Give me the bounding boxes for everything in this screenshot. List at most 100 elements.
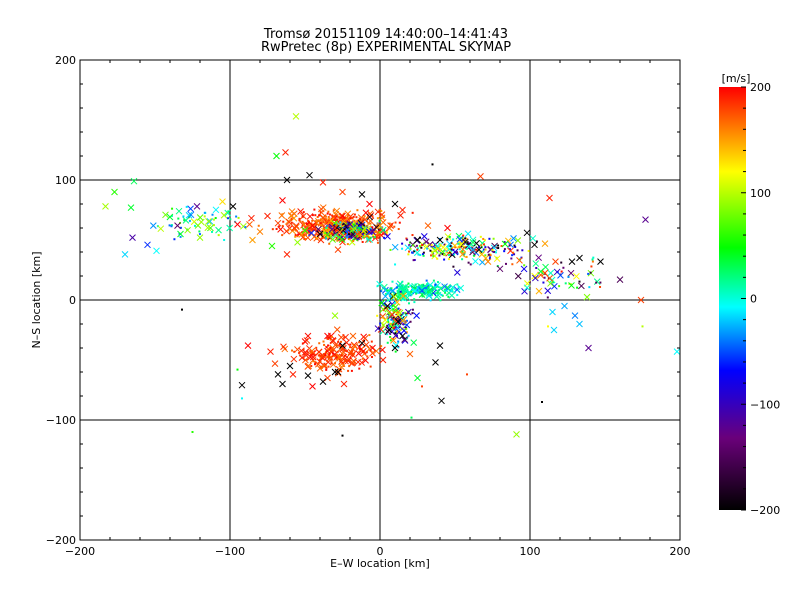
point-dot — [402, 327, 405, 330]
point-x-marker — [439, 243, 447, 251]
point-dot — [556, 271, 559, 274]
marker-stroke — [347, 213, 354, 220]
colorbar-tick-label: −200 — [750, 504, 780, 517]
point-x-marker — [334, 246, 342, 253]
marker-stroke — [149, 222, 157, 229]
point-x-marker — [583, 293, 591, 301]
point-dot — [390, 318, 393, 321]
marker-stroke — [346, 221, 354, 228]
point-dot — [370, 340, 373, 343]
point-dot — [362, 230, 365, 233]
marker-stroke — [304, 372, 312, 379]
point-x-marker — [378, 211, 386, 218]
point-dot — [183, 219, 186, 222]
marker-stroke — [206, 218, 214, 225]
point-x-marker — [507, 247, 514, 255]
point-dot — [429, 249, 432, 252]
point-dot — [567, 275, 570, 278]
marker-stroke — [457, 284, 465, 292]
marker-stroke — [283, 251, 291, 258]
marker-stroke — [391, 243, 399, 251]
point-x-marker — [482, 254, 490, 262]
marker-stroke — [182, 217, 190, 224]
point-x-marker — [282, 149, 289, 156]
point-dot — [415, 287, 418, 290]
point-dot — [489, 254, 492, 257]
point-x-marker — [578, 282, 585, 290]
point-dot — [358, 348, 361, 351]
point-x-marker — [521, 287, 528, 295]
point-x-marker — [226, 224, 233, 232]
marker-stroke — [583, 293, 591, 301]
point-dot — [541, 401, 543, 403]
point-dot — [461, 258, 464, 261]
point-dot — [344, 354, 347, 357]
point-dot — [398, 326, 401, 329]
point-dot — [372, 234, 375, 237]
point-dot — [418, 244, 421, 247]
marker-stroke — [390, 337, 397, 344]
marker-stroke — [448, 292, 456, 299]
marker-stroke — [333, 326, 341, 333]
marker-stroke — [219, 198, 226, 205]
marker-stroke — [403, 321, 411, 329]
point-x-marker — [206, 218, 214, 225]
marker-stroke — [297, 208, 304, 215]
marker-stroke — [279, 380, 286, 388]
point-x-marker — [537, 268, 545, 275]
point-dot — [455, 251, 458, 254]
point-dot — [173, 238, 176, 241]
point-dot — [320, 367, 323, 370]
marker-stroke — [366, 213, 374, 221]
point-dot — [365, 351, 368, 354]
point-dot — [383, 236, 386, 239]
marker-stroke — [541, 240, 549, 247]
marker-stroke — [317, 205, 325, 213]
marker-stroke — [374, 208, 382, 216]
marker-stroke — [547, 269, 555, 277]
point-x-marker — [469, 239, 477, 246]
point-x-marker — [298, 354, 306, 361]
point-dot — [436, 281, 439, 284]
point-dot — [193, 224, 196, 227]
point-x-marker — [354, 230, 361, 238]
marker-stroke — [384, 328, 392, 336]
marker-stroke — [424, 222, 432, 229]
marker-stroke — [521, 287, 528, 295]
point-x-marker — [238, 381, 246, 389]
point-x-marker — [616, 276, 624, 283]
point-dot — [346, 243, 349, 246]
marker-stroke — [378, 211, 386, 218]
point-dot — [346, 236, 349, 239]
marker-stroke — [315, 225, 322, 233]
marker-stroke — [394, 324, 402, 331]
point-dot — [383, 229, 386, 232]
marker-stroke — [280, 343, 287, 351]
point-x-marker — [277, 226, 284, 233]
marker-stroke — [301, 338, 309, 345]
point-dot — [323, 232, 326, 235]
marker-stroke — [309, 353, 317, 361]
point-x-marker — [149, 222, 157, 229]
point-dot — [278, 225, 281, 228]
point-dot — [328, 335, 331, 338]
marker-stroke — [185, 211, 193, 219]
marker-stroke — [349, 351, 356, 359]
point-dot — [319, 355, 322, 358]
point-x-marker — [219, 198, 226, 205]
point-dot — [361, 233, 364, 236]
marker-stroke — [444, 285, 452, 293]
point-dot — [349, 217, 352, 220]
point-dot — [407, 293, 410, 296]
point-dot — [360, 230, 363, 233]
marker-stroke — [361, 350, 368, 358]
point-dot — [299, 220, 302, 223]
point-dot — [340, 340, 343, 343]
point-x-marker — [379, 356, 387, 364]
point-dot — [427, 291, 430, 294]
marker-stroke — [537, 268, 545, 275]
point-dot — [316, 216, 319, 219]
point-dot — [535, 266, 538, 269]
point-x-marker — [308, 347, 316, 355]
point-x-marker — [331, 224, 339, 232]
